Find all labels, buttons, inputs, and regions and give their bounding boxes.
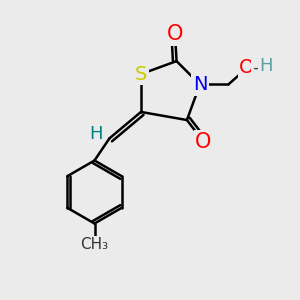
Text: CH₃: CH₃ xyxy=(80,237,109,252)
Text: O: O xyxy=(195,132,212,152)
Text: O: O xyxy=(167,24,183,44)
Text: -: - xyxy=(252,59,259,77)
Text: H: H xyxy=(260,58,273,76)
Text: N: N xyxy=(193,75,207,94)
Text: H: H xyxy=(89,125,103,143)
Text: O: O xyxy=(239,58,255,77)
Text: S: S xyxy=(135,64,147,84)
